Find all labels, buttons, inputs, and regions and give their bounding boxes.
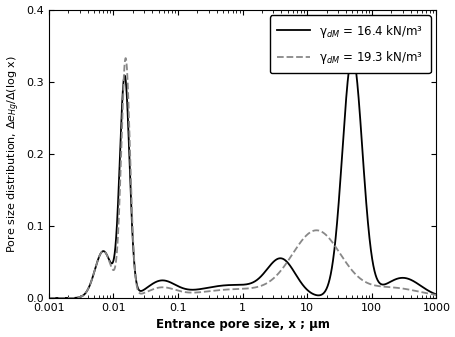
γ$_{dM}$ = 19.3 kN/m³	[433, 293, 438, 297]
γ$_{dM}$ = 16.4 kN/m³	[46, 296, 51, 300]
γ$_{dM}$ = 16.4 kN/m³	[384, 281, 389, 285]
γ$_{dM}$ = 16.4 kN/m³	[90, 274, 96, 278]
Legend: γ$_{dM}$ = 16.4 kN/m³, γ$_{dM}$ = 19.3 kN/m³: γ$_{dM}$ = 16.4 kN/m³, γ$_{dM}$ = 19.3 k…	[269, 16, 430, 73]
Y-axis label: Pore size distribution, $\Delta e_{Hg}/\Delta$(log x): Pore size distribution, $\Delta e_{Hg}/\…	[5, 55, 22, 253]
X-axis label: Entrance pore size, x ; μm: Entrance pore size, x ; μm	[155, 318, 329, 332]
γ$_{dM}$ = 19.3 kN/m³	[113, 260, 118, 264]
γ$_{dM}$ = 16.4 kN/m³	[349, 54, 354, 58]
Line: γ$_{dM}$ = 16.4 kN/m³: γ$_{dM}$ = 16.4 kN/m³	[49, 56, 435, 298]
γ$_{dM}$ = 16.4 kN/m³	[194, 287, 200, 292]
γ$_{dM}$ = 19.3 kN/m³	[211, 288, 217, 293]
γ$_{dM}$ = 19.3 kN/m³	[425, 292, 431, 296]
γ$_{dM}$ = 19.3 kN/m³	[46, 296, 51, 300]
Line: γ$_{dM}$ = 19.3 kN/m³: γ$_{dM}$ = 19.3 kN/m³	[49, 58, 435, 298]
γ$_{dM}$ = 19.3 kN/m³	[194, 290, 200, 295]
γ$_{dM}$ = 16.4 kN/m³	[211, 285, 217, 289]
γ$_{dM}$ = 19.3 kN/m³	[123, 56, 128, 60]
γ$_{dM}$ = 16.4 kN/m³	[425, 289, 431, 293]
γ$_{dM}$ = 19.3 kN/m³	[90, 274, 96, 278]
γ$_{dM}$ = 19.3 kN/m³	[384, 285, 389, 289]
γ$_{dM}$ = 16.4 kN/m³	[433, 293, 438, 297]
γ$_{dM}$ = 16.4 kN/m³	[113, 238, 118, 242]
